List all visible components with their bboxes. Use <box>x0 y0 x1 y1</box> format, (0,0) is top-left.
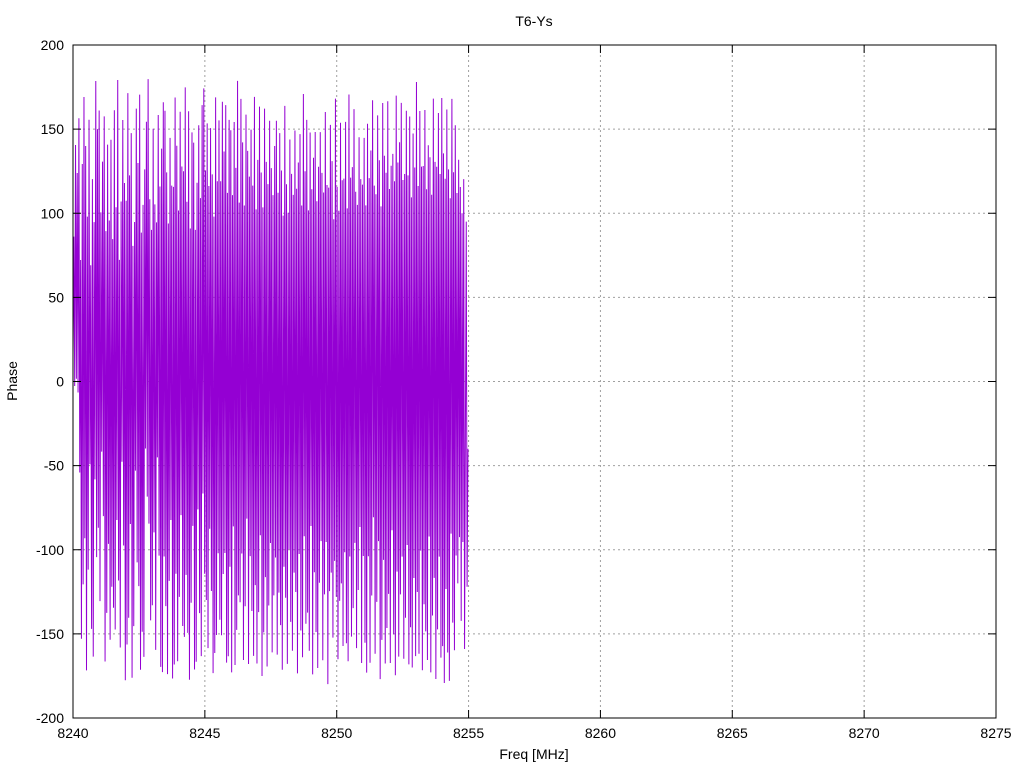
y-tick-label: -50 <box>44 458 64 474</box>
phase-series-line <box>72 79 469 685</box>
x-tick-label: 8240 <box>57 725 88 741</box>
y-tick-label: 150 <box>41 121 65 137</box>
x-tick-label: 8250 <box>321 725 352 741</box>
y-axis-label: Phase <box>4 361 20 401</box>
series-layer <box>72 79 469 685</box>
y-tick-label: 200 <box>41 37 65 53</box>
y-tick-label: 100 <box>41 205 65 221</box>
y-tick-label: -150 <box>36 626 64 642</box>
x-tick-label: 8270 <box>849 725 880 741</box>
x-tick-label: 8275 <box>980 725 1011 741</box>
x-tick-label: 8255 <box>453 725 484 741</box>
y-tick-label: -100 <box>36 542 64 558</box>
y-tick-label: 50 <box>48 289 64 305</box>
y-tick-label: -200 <box>36 710 64 726</box>
x-axis-label: Freq [MHz] <box>499 746 568 762</box>
tick-labels: 8240 8245 8250 8255 8260 8265 8270 8275 -200 -150… <box>36 37 1012 741</box>
x-tick-label: 8260 <box>585 725 616 741</box>
chart-title: T6-Ys <box>515 13 552 29</box>
axis-ticks <box>72 44 997 719</box>
x-tick-label: 8245 <box>189 725 220 741</box>
y-tick-label: 0 <box>56 374 64 390</box>
x-tick-label: 8265 <box>717 725 748 741</box>
